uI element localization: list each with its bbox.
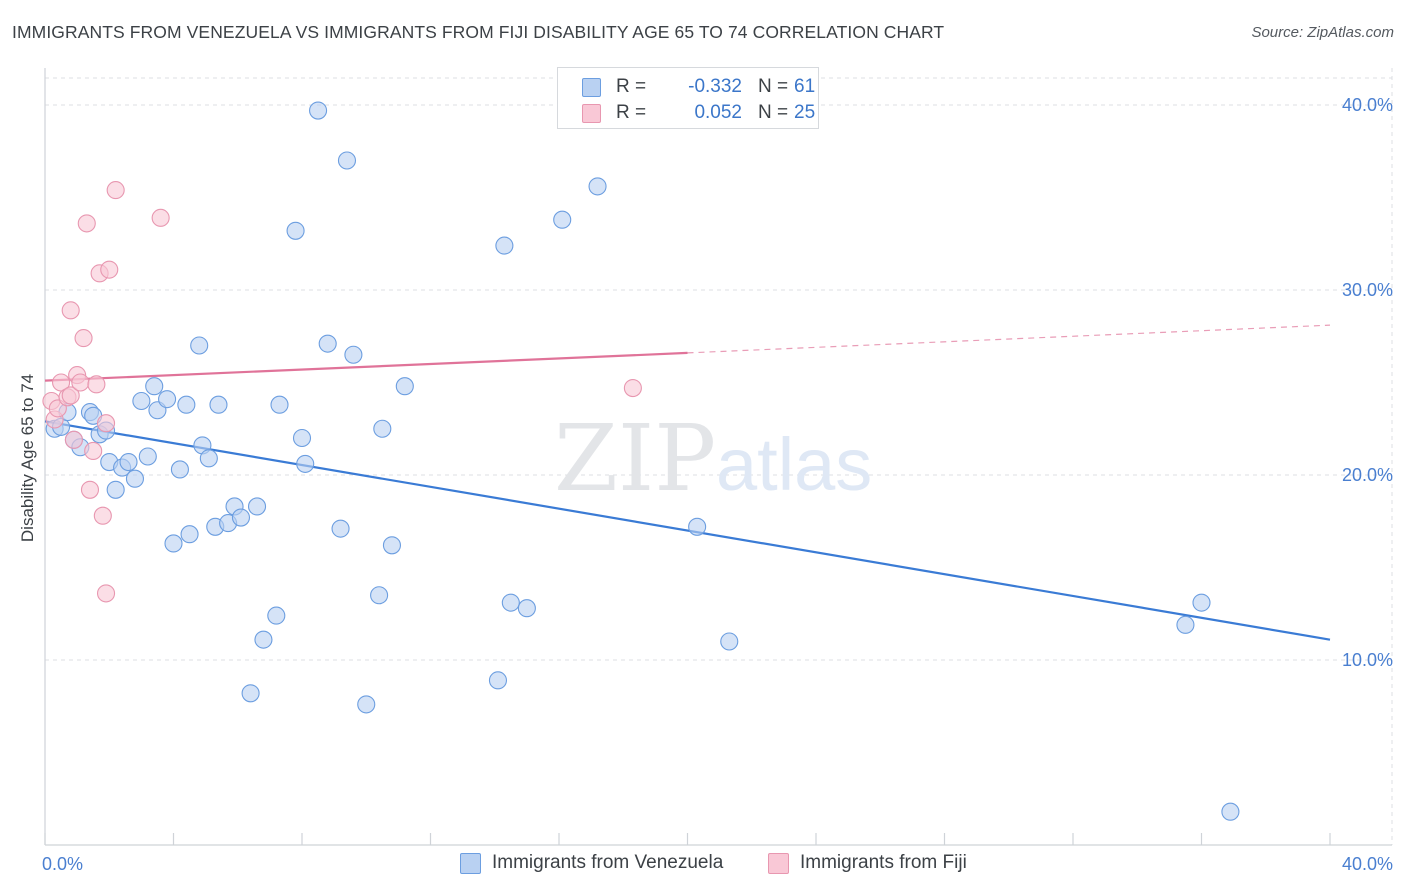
point-venezuela	[158, 390, 177, 409]
point-venezuela	[688, 517, 707, 536]
point-venezuela	[382, 536, 402, 555]
x-tick-label: 0.0%	[42, 854, 83, 874]
point-fiji	[87, 375, 106, 394]
point-venezuela	[1192, 593, 1211, 612]
point-venezuela	[177, 395, 196, 414]
point-fiji	[100, 260, 119, 279]
trend-line-venezuela	[44, 420, 1331, 641]
point-venezuela	[1176, 615, 1195, 634]
point-venezuela	[270, 395, 289, 414]
point-venezuela	[495, 236, 514, 255]
legend-n-label: N =	[758, 76, 789, 97]
legend-n-value: 25	[794, 102, 816, 123]
source-label: Source: ZipAtlas.com	[1251, 24, 1394, 41]
y-tick-label: 40.0%	[1342, 95, 1393, 115]
point-venezuela	[344, 345, 363, 364]
point-venezuela	[292, 428, 312, 448]
point-fiji	[77, 214, 96, 233]
chart-title: IMMIGRANTS FROM VENEZUELA VS IMMIGRANTS …	[12, 22, 945, 42]
point-fiji	[93, 506, 112, 525]
point-venezuela	[106, 480, 125, 499]
point-venezuela	[588, 177, 607, 196]
point-venezuela	[180, 525, 199, 544]
point-venezuela	[119, 452, 138, 472]
point-fiji	[64, 430, 83, 449]
point-fiji	[106, 181, 125, 200]
legend-r-label: R =	[616, 76, 647, 97]
legend-n-label: N =	[758, 102, 789, 123]
point-venezuela	[373, 419, 392, 438]
point-venezuela	[199, 449, 218, 468]
point-fiji	[61, 386, 80, 405]
legend-swatch-venezuela	[582, 78, 601, 97]
point-fiji	[96, 584, 116, 603]
point-fiji	[80, 480, 100, 499]
grid-lines	[45, 68, 1393, 845]
point-venezuela	[125, 469, 144, 488]
point-venezuela	[517, 599, 536, 618]
point-fiji	[96, 414, 116, 433]
point-venezuela	[370, 586, 389, 605]
point-venezuela	[247, 497, 267, 516]
point-venezuela	[296, 454, 315, 473]
point-venezuela	[286, 221, 305, 240]
y-tick-label: 10.0%	[1342, 650, 1393, 670]
series-name-fiji: Immigrants from Fiji	[800, 852, 967, 873]
trend-line-fiji-extension	[687, 324, 1331, 354]
legend-r-value: -0.332	[688, 76, 742, 97]
point-venezuela	[501, 593, 520, 612]
point-venezuela	[309, 101, 328, 120]
trend-lines	[44, 324, 1331, 641]
point-venezuela	[357, 695, 376, 714]
series-name-venezuela: Immigrants from Venezuela	[492, 852, 724, 873]
point-venezuela	[170, 460, 189, 479]
legend-r-label: R =	[616, 102, 647, 123]
point-venezuela	[395, 377, 414, 396]
point-fiji	[61, 301, 80, 320]
series-swatch-fiji	[768, 853, 789, 874]
y-tick-label: 30.0%	[1342, 280, 1393, 300]
y-axis-label: Disability Age 65 to 74	[18, 374, 37, 542]
legend-swatch-fiji	[582, 104, 601, 123]
point-venezuela	[231, 508, 251, 527]
y-tick-label: 20.0%	[1342, 465, 1393, 485]
point-fiji	[151, 208, 170, 227]
point-venezuela	[241, 684, 260, 703]
point-venezuela	[331, 519, 350, 538]
point-venezuela	[254, 630, 273, 649]
point-venezuela	[209, 395, 228, 414]
tick-labels: 10.0% 20.0% 30.0% 40.0% 0.0% 40.0%	[42, 95, 1393, 874]
point-fiji	[74, 329, 93, 348]
data-points	[42, 101, 1240, 821]
axes	[44, 68, 1392, 846]
legend-n-value: 61	[794, 76, 816, 97]
point-fiji	[623, 378, 642, 398]
point-venezuela	[164, 534, 183, 553]
point-venezuela	[267, 606, 286, 625]
point-venezuela	[132, 391, 151, 411]
legend-r-value: 0.052	[694, 102, 742, 123]
trend-line-fiji	[44, 351, 688, 382]
watermark-zip: ZIP	[554, 405, 716, 512]
point-fiji	[84, 441, 103, 461]
point-venezuela	[1221, 802, 1240, 821]
correlation-legend: R = -0.332 N = 61 R = 0.052 N = 25	[557, 67, 819, 129]
watermark-atlas: atlas	[716, 423, 872, 506]
point-venezuela	[145, 377, 164, 396]
point-fiji	[71, 373, 90, 392]
series-swatch-venezuela	[460, 853, 481, 874]
point-venezuela	[138, 447, 157, 466]
point-venezuela	[318, 334, 337, 353]
point-venezuela	[488, 671, 508, 690]
point-venezuela	[337, 151, 357, 170]
point-venezuela	[553, 210, 572, 229]
point-venezuela	[720, 632, 739, 651]
x-tick-label: 40.0%	[1342, 854, 1393, 874]
point-venezuela	[190, 336, 209, 355]
watermark: ZIP atlas	[554, 405, 872, 512]
